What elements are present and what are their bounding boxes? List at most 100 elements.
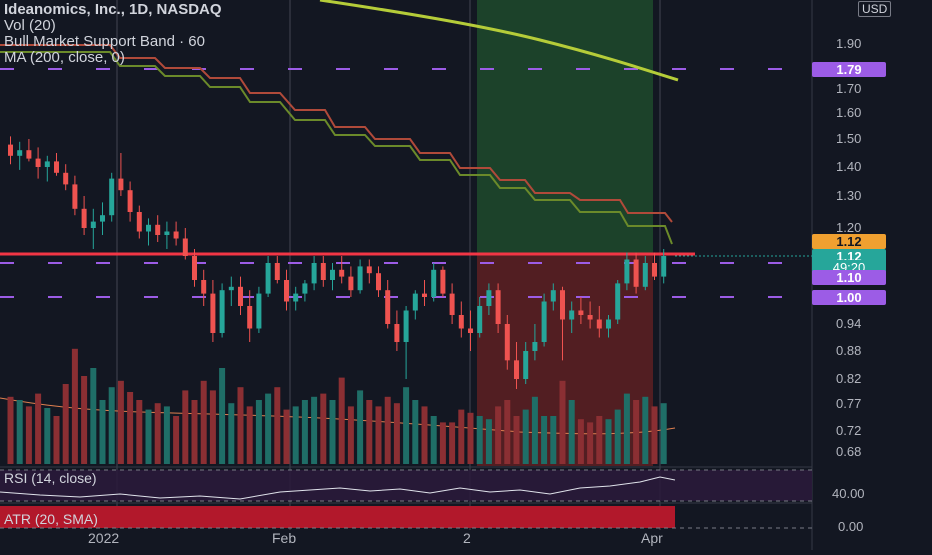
candle-body [219, 290, 225, 333]
volume-bar [16, 400, 23, 464]
volume-bar [108, 387, 115, 464]
price-axis-tick: 0.77 [836, 396, 862, 411]
volume-bar [485, 419, 492, 464]
rsi-label[interactable]: RSI (14, close) [4, 470, 97, 486]
candle-body [348, 276, 354, 291]
volume-bar [393, 403, 400, 464]
price-axis-tick: 0.94 [836, 316, 862, 331]
candle-body [182, 238, 188, 256]
candle-body [642, 263, 648, 287]
volume-bar [246, 406, 253, 464]
candle-body [606, 319, 611, 329]
candle-body [504, 324, 510, 361]
volume-bar [531, 396, 538, 464]
volume-bar [117, 380, 124, 464]
volume-bar [301, 400, 308, 464]
volume-bar [568, 400, 575, 464]
volume-bar [255, 400, 262, 464]
volume-bar [642, 396, 649, 464]
candle-body [72, 184, 78, 209]
volume-bar [504, 400, 511, 464]
candle-body [477, 306, 483, 333]
volume-bar [338, 377, 345, 464]
level-110-tag: 1.10 [812, 270, 886, 285]
candle-body [431, 269, 437, 297]
level-100-tag: 1.00 [812, 290, 886, 305]
candle-body [633, 259, 639, 287]
candle-body [541, 301, 547, 342]
volume-bar [237, 387, 244, 464]
candle-body [652, 263, 657, 277]
legend-title[interactable]: Ideanomics, Inc., 1D, NASDAQ [4, 1, 222, 18]
candle-body [440, 269, 446, 294]
volume-bar [605, 419, 612, 464]
candle-body [339, 269, 345, 277]
candle-body [615, 283, 621, 320]
candle-body [54, 161, 59, 173]
volume-bar [25, 406, 32, 464]
volume-bar [467, 412, 474, 464]
candle-body [366, 266, 372, 274]
volume-bar [577, 419, 584, 464]
candle-body [146, 224, 151, 232]
volume-bar [522, 409, 529, 464]
candle-body [164, 231, 170, 235]
volume-bar [559, 380, 566, 464]
volume-bar [145, 409, 152, 464]
candle-body [624, 259, 630, 284]
price-axis-tick: 1.40 [836, 159, 862, 174]
volume-bar [35, 393, 42, 464]
volume-bar [320, 393, 327, 464]
volume-bar [633, 400, 640, 464]
price-axis-tick: 0.82 [836, 371, 862, 386]
volume-bar [228, 403, 235, 464]
volume-bar [449, 422, 456, 464]
volume-bar [219, 368, 226, 464]
volume-bar [90, 368, 97, 464]
volume-bar [439, 422, 446, 464]
candle-body [210, 293, 216, 333]
candle-body [81, 208, 87, 228]
volume-bar [366, 400, 373, 464]
price-axis-tick: 1.90 [836, 36, 862, 51]
volume-bar [495, 406, 502, 464]
volume-bar [403, 387, 410, 464]
volume-bar [660, 403, 667, 464]
candle-body [192, 256, 197, 280]
candle-body [458, 315, 464, 329]
candle-body [247, 306, 253, 329]
candle-body [265, 263, 271, 294]
currency-button[interactable]: USD [858, 1, 892, 17]
volume-bar [136, 400, 143, 464]
candle-body [330, 269, 335, 280]
volume-bar [587, 422, 594, 464]
volume-bar [7, 396, 14, 464]
atr-label[interactable]: ATR (20, SMA) [4, 511, 98, 527]
legend-ma[interactable]: MA (200, close, 0) [4, 49, 125, 66]
candle-body [422, 293, 427, 297]
volume-bar [329, 400, 336, 464]
volume-bar [274, 387, 281, 464]
candle-body [486, 290, 492, 306]
volume-bar [127, 392, 134, 464]
legend-vol[interactable]: Vol (20) [4, 17, 56, 34]
volume-bar [71, 348, 78, 464]
volume-bar [458, 409, 465, 464]
volume-bar [541, 416, 548, 464]
candle-body [532, 342, 538, 351]
volume-bar [623, 393, 630, 464]
volume-bar [173, 416, 180, 464]
x-label-feb: Feb [272, 530, 297, 546]
candle-body [394, 324, 400, 342]
candle-body [385, 290, 391, 324]
candle-body [302, 283, 308, 294]
legend-band[interactable]: Bull Market Support Band · 60 [4, 33, 205, 50]
candle-body [35, 158, 41, 167]
volume-bar [651, 406, 658, 464]
candle-body [44, 161, 50, 167]
candle-body [523, 351, 529, 379]
candle-body [376, 273, 381, 291]
candle-body [320, 263, 326, 280]
